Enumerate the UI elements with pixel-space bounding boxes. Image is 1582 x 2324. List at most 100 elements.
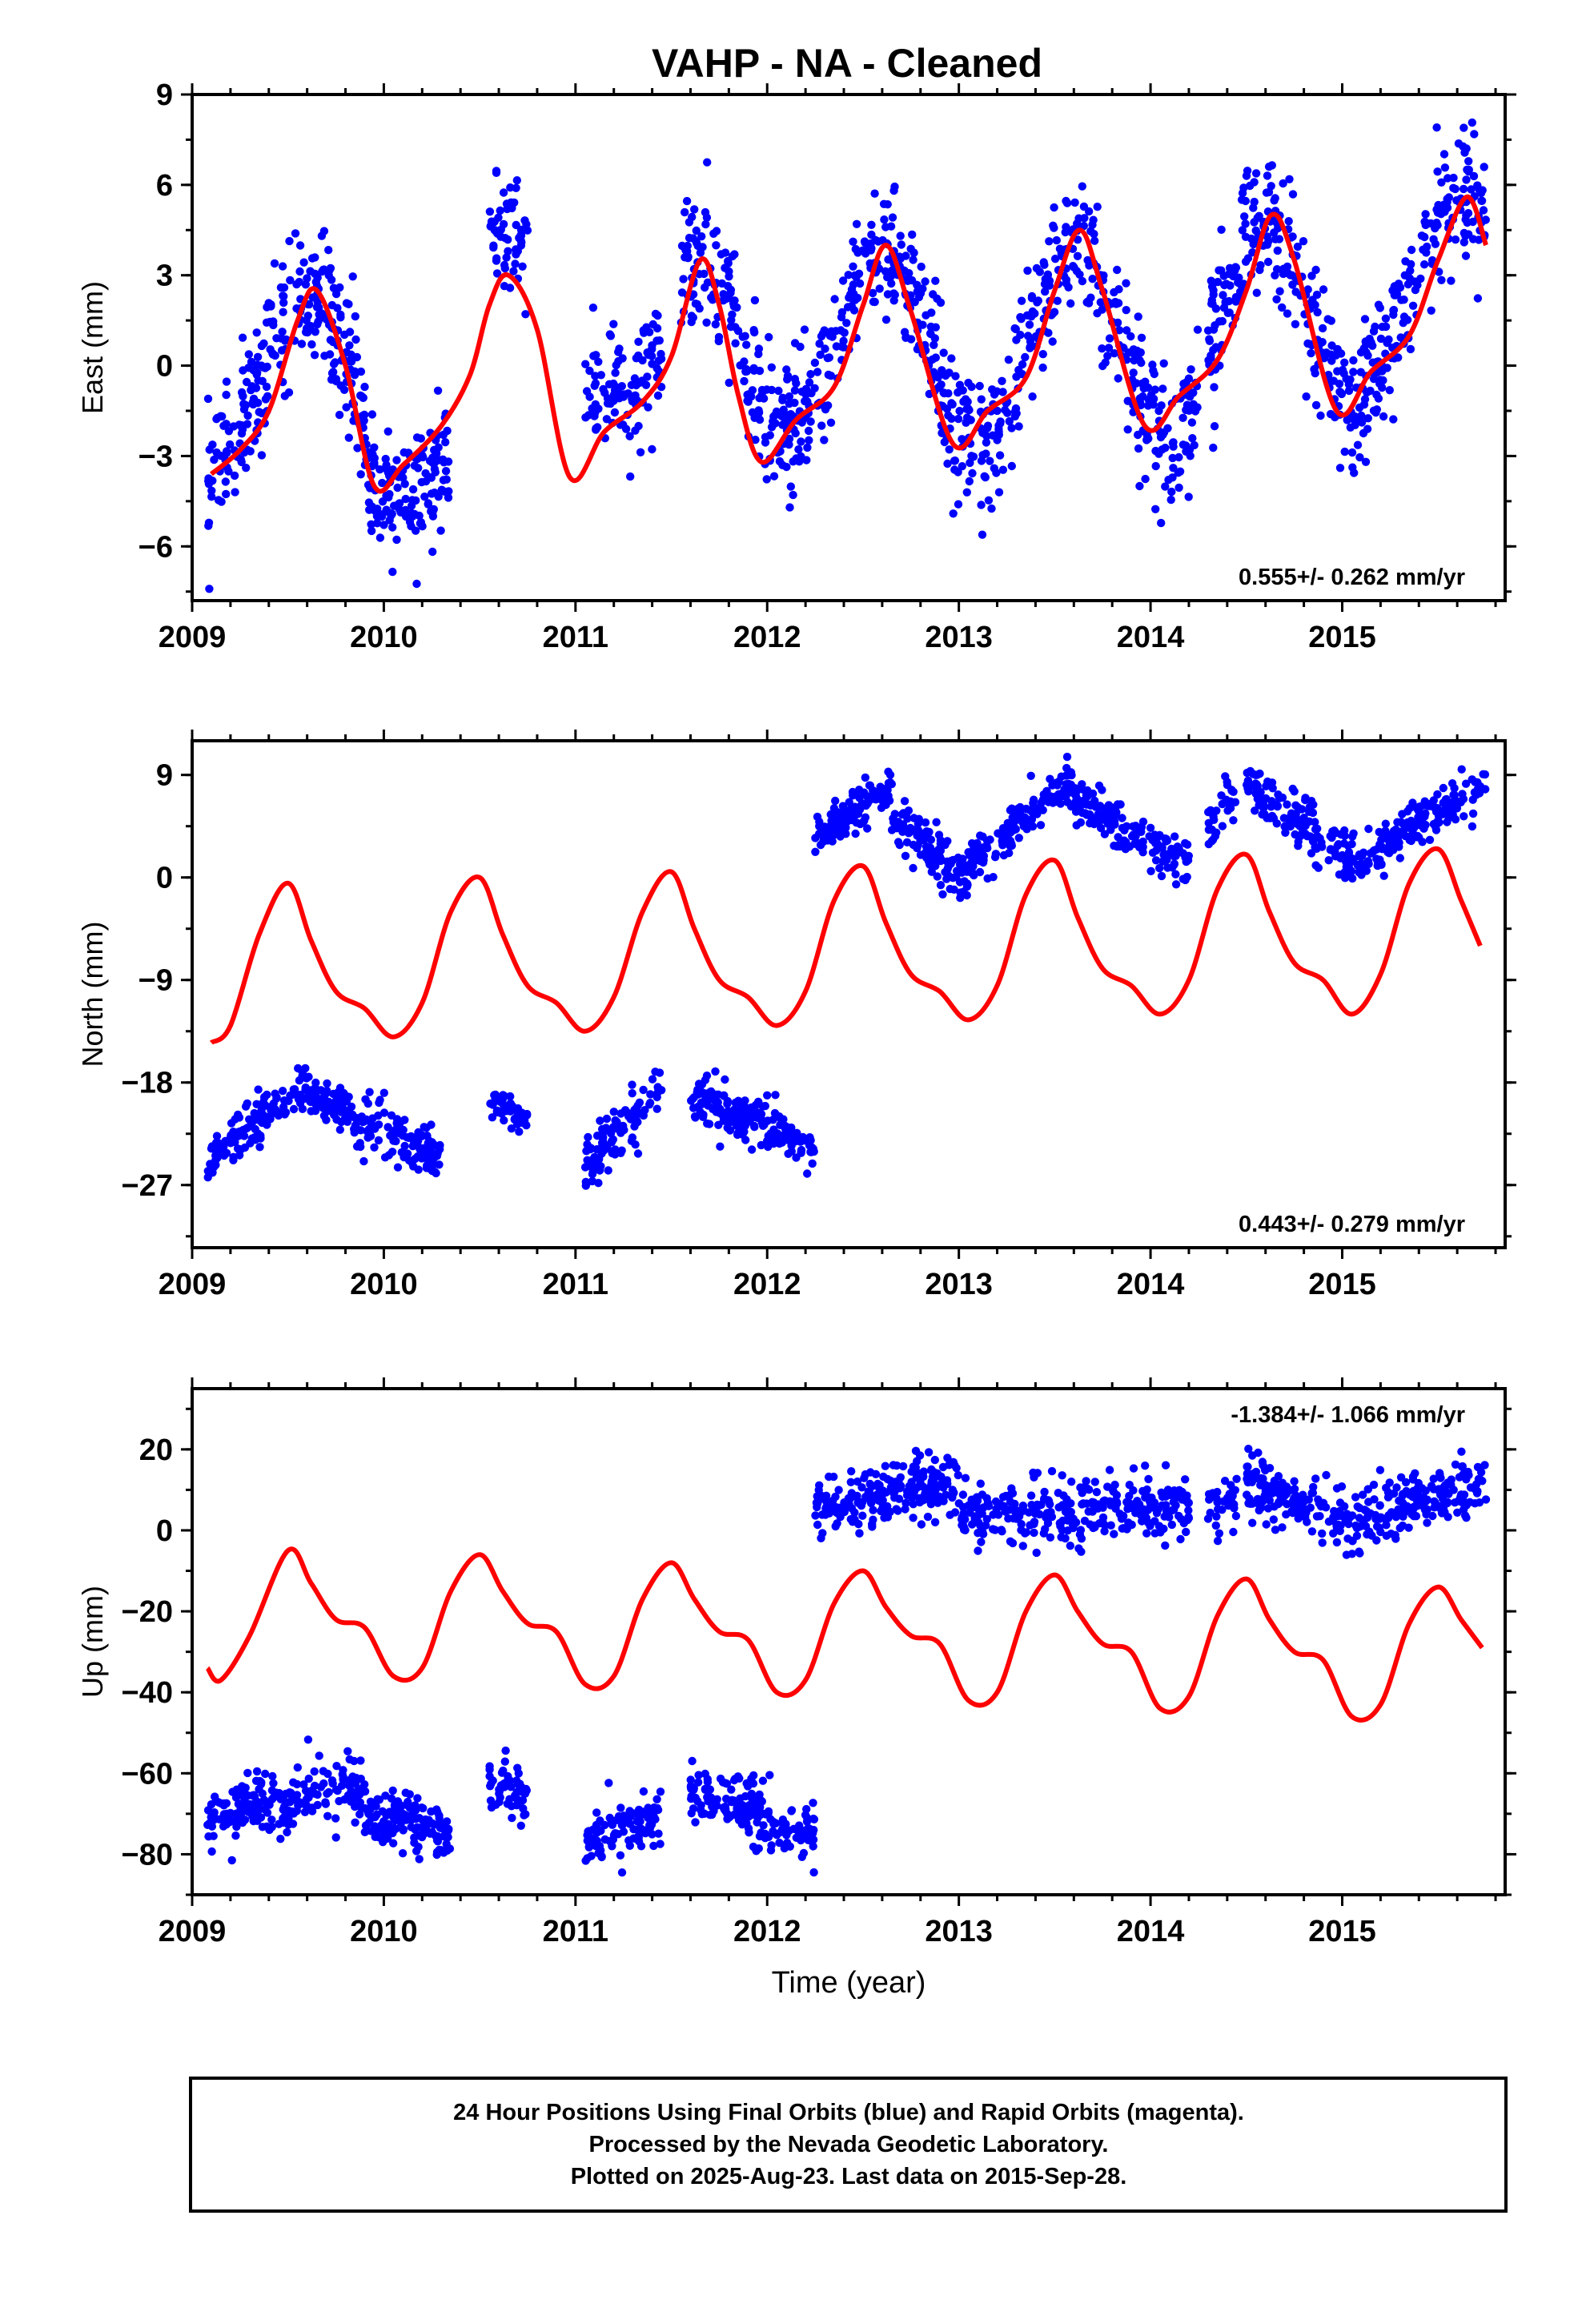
data-point <box>930 1455 940 1465</box>
data-point <box>255 1143 264 1152</box>
data-point <box>823 401 833 410</box>
data-point <box>844 271 853 279</box>
data-point <box>1411 285 1420 295</box>
data-point <box>240 1797 250 1806</box>
data-point <box>893 1477 902 1486</box>
data-point <box>1084 1507 1093 1516</box>
data-point <box>1450 790 1460 800</box>
data-point <box>703 1775 712 1783</box>
data-point <box>401 494 410 504</box>
data-point <box>1105 816 1114 825</box>
data-point <box>1340 447 1349 456</box>
data-point <box>324 1787 333 1797</box>
data-point <box>275 1788 283 1798</box>
data-point <box>1159 359 1168 368</box>
data-point <box>847 1467 856 1476</box>
data-point <box>1090 796 1099 806</box>
data-point <box>1105 1466 1114 1474</box>
data-point <box>1295 821 1303 830</box>
data-point <box>390 1816 400 1825</box>
data-point <box>677 288 687 297</box>
data-point <box>381 454 390 464</box>
data-point <box>978 530 987 539</box>
data-point <box>602 415 612 424</box>
data-point <box>1114 285 1123 294</box>
data-point <box>1460 123 1468 132</box>
data-point <box>915 1451 925 1460</box>
data-point <box>635 1098 644 1108</box>
data-point <box>1079 221 1089 231</box>
data-point <box>1045 281 1054 290</box>
data-point <box>1017 315 1026 324</box>
data-point <box>679 275 688 283</box>
data-point <box>441 438 450 447</box>
data-point <box>825 1472 833 1482</box>
data-point <box>1151 856 1161 865</box>
data-point <box>625 432 634 440</box>
data-point <box>1080 214 1089 223</box>
data-point <box>983 1498 993 1507</box>
data-point <box>909 863 917 873</box>
data-point <box>583 1156 592 1165</box>
data-point <box>888 213 897 222</box>
data-point <box>226 1139 235 1148</box>
data-point <box>1037 798 1046 807</box>
data-point <box>765 431 774 440</box>
x-tick-label: 2010 <box>350 621 418 654</box>
data-point <box>359 410 369 420</box>
data-point <box>500 260 509 270</box>
data-point <box>428 1819 437 1828</box>
data-point <box>244 350 253 359</box>
data-point <box>337 1104 346 1113</box>
data-point <box>752 1847 761 1856</box>
data-point <box>1349 356 1358 365</box>
data-point <box>1148 360 1157 369</box>
data-point <box>1204 1490 1214 1499</box>
data-point <box>512 183 520 192</box>
data-point <box>1134 312 1142 321</box>
data-point <box>395 499 404 508</box>
data-point <box>363 1133 372 1142</box>
data-point <box>636 1842 646 1851</box>
data-point <box>1100 830 1110 838</box>
data-point <box>279 298 288 308</box>
data-point <box>1012 372 1021 381</box>
data-point <box>1021 352 1030 362</box>
data-point <box>1323 315 1332 324</box>
data-point <box>929 290 938 299</box>
data-point <box>805 436 813 444</box>
data-point <box>1174 483 1183 493</box>
data-point <box>1090 1478 1100 1486</box>
data-point <box>636 378 644 387</box>
data-point <box>813 368 822 376</box>
data-point <box>899 809 908 818</box>
data-point <box>616 1803 625 1812</box>
data-point <box>726 288 735 297</box>
data-point <box>329 368 338 376</box>
y-axis-label: North (mm) <box>76 922 109 1068</box>
data-point <box>1385 386 1395 395</box>
data-point <box>323 1103 332 1112</box>
data-point <box>1359 400 1369 409</box>
data-point <box>1041 275 1050 283</box>
data-point <box>331 1833 340 1842</box>
data-point <box>1432 123 1441 132</box>
data-point <box>279 1795 288 1803</box>
data-point <box>1364 824 1373 834</box>
data-point <box>618 1821 627 1830</box>
data-point <box>1335 380 1344 388</box>
data-point <box>693 241 702 251</box>
data-point <box>1097 810 1106 819</box>
data-point <box>378 1807 387 1815</box>
y-tick-label: 6 <box>156 169 173 203</box>
data-point <box>775 1838 784 1848</box>
data-point <box>1390 291 1399 300</box>
data-point <box>1231 798 1240 806</box>
data-point <box>1042 1513 1050 1522</box>
data-point <box>1134 1500 1144 1509</box>
data-point <box>697 1810 707 1819</box>
data-point <box>396 1819 406 1827</box>
data-point <box>306 267 315 275</box>
data-point <box>1425 835 1435 845</box>
